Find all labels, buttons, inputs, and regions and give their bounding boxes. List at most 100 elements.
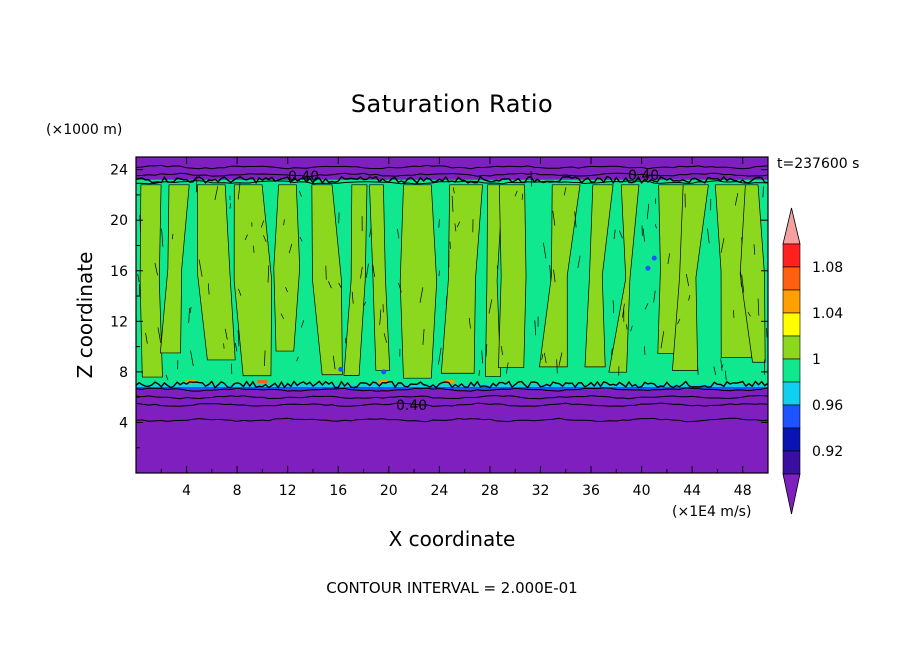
fine-contour [285, 286, 288, 293]
supersaturated-column [311, 184, 343, 376]
fine-contour [757, 298, 760, 316]
x-tick-label: 4 [182, 483, 191, 499]
fine-contour [478, 370, 480, 376]
supersaturated-column [159, 184, 190, 354]
fine-contour [398, 282, 402, 293]
fine-contour [445, 295, 448, 305]
x-tick-label: 8 [233, 483, 242, 499]
fine-contour [543, 242, 547, 259]
fine-contour [137, 273, 140, 282]
fine-contour [613, 229, 616, 239]
contour-line [136, 402, 768, 407]
supersaturated-column [273, 184, 301, 352]
fine-contour [280, 313, 285, 320]
fine-contour [541, 354, 544, 360]
fine-contour [214, 186, 219, 201]
fine-contour [660, 331, 665, 349]
colorbar-segment [782, 358, 801, 383]
saturation-field [136, 157, 768, 473]
fine-contour [577, 255, 581, 269]
fine-contour [500, 346, 504, 356]
band-boundary [136, 380, 768, 389]
x-axis-label: X coordinate [389, 527, 516, 551]
fine-contour [724, 370, 727, 381]
fine-contour [237, 182, 241, 200]
fine-contour [481, 350, 483, 364]
fine-contour [438, 347, 442, 365]
fine-contour [452, 187, 455, 194]
supersaturated-column [539, 184, 581, 368]
colorbar-segment [782, 266, 801, 291]
fine-contour [139, 214, 141, 233]
x-tick-label: 48 [734, 483, 752, 499]
fine-contour [485, 344, 488, 357]
colorbar-label: 0.96 [812, 398, 843, 414]
colorbar-segment [782, 427, 801, 452]
fine-contour [379, 309, 382, 326]
fine-contour [224, 328, 228, 340]
fine-contour [365, 263, 369, 278]
contour-label: 0.40 [628, 168, 659, 184]
colorbar: 0.92 0.96 1 1.04 1.08 [782, 207, 843, 515]
fine-contour [189, 307, 192, 313]
colorbar-label: 1 [812, 352, 821, 368]
supersaturated-column [498, 184, 527, 369]
supersaturated-column [343, 184, 368, 376]
fine-contour [688, 295, 691, 301]
fine-contour [630, 325, 633, 332]
contour-line [136, 164, 768, 170]
fine-contour [654, 224, 657, 229]
fine-contour [298, 190, 302, 197]
supersaturation-spot [378, 380, 389, 384]
fine-contour [720, 358, 723, 371]
colorbar-label: 1.08 [812, 260, 843, 276]
fine-contour [264, 350, 266, 367]
fine-contour [360, 266, 363, 279]
colorbar-label: 0.92 [812, 444, 843, 460]
fine-contour [253, 245, 255, 253]
y-tick-label: 4 [119, 415, 128, 431]
colorbar-segment [782, 312, 801, 337]
fine-contour [438, 270, 440, 276]
fine-contour [496, 265, 499, 270]
contour-label: 0.40 [396, 398, 427, 414]
fine-contour [223, 343, 225, 349]
fine-contour [740, 271, 742, 287]
x-axis-ticks: 4 8 12 16 20 24 28 32 36 40 44 48 [160, 157, 752, 499]
fine-contour [707, 228, 710, 244]
colorbar-label: 1.04 [812, 306, 843, 322]
supersaturated-column [369, 184, 391, 371]
supersaturation-spot [444, 380, 455, 384]
fine-contour [642, 228, 645, 242]
fine-contour [747, 311, 751, 317]
fine-contour [685, 273, 690, 287]
fine-contour [646, 203, 650, 220]
fine-contour [244, 234, 248, 241]
fine-contour [549, 264, 552, 282]
fine-contour [438, 219, 440, 228]
fine-contour [145, 332, 148, 344]
fine-contour [534, 320, 537, 336]
fine-contour [157, 327, 162, 344]
fine-contour [238, 288, 242, 296]
y-axis-ticks: 4 8 12 16 20 24 [110, 163, 768, 449]
colorbar-segment [782, 450, 801, 475]
transition-layer [136, 387, 768, 390]
colorbar-cap-top [782, 207, 801, 245]
contour-line [136, 417, 768, 423]
fine-contour [369, 227, 372, 238]
supersaturated-column [197, 184, 236, 361]
fine-contour [753, 244, 756, 255]
x-tick-label: 28 [481, 483, 499, 499]
chart-title: Saturation Ratio [351, 90, 553, 118]
fine-contour [619, 230, 623, 239]
subsaturation-spot [651, 255, 657, 261]
fine-contour [626, 324, 628, 330]
y-tick-label: 12 [110, 314, 128, 330]
plot-frame [135, 156, 769, 474]
colorbar-segment [782, 381, 801, 406]
fine-contour [300, 320, 305, 328]
x-tick-label: 44 [683, 483, 701, 499]
fine-contour [468, 317, 471, 329]
